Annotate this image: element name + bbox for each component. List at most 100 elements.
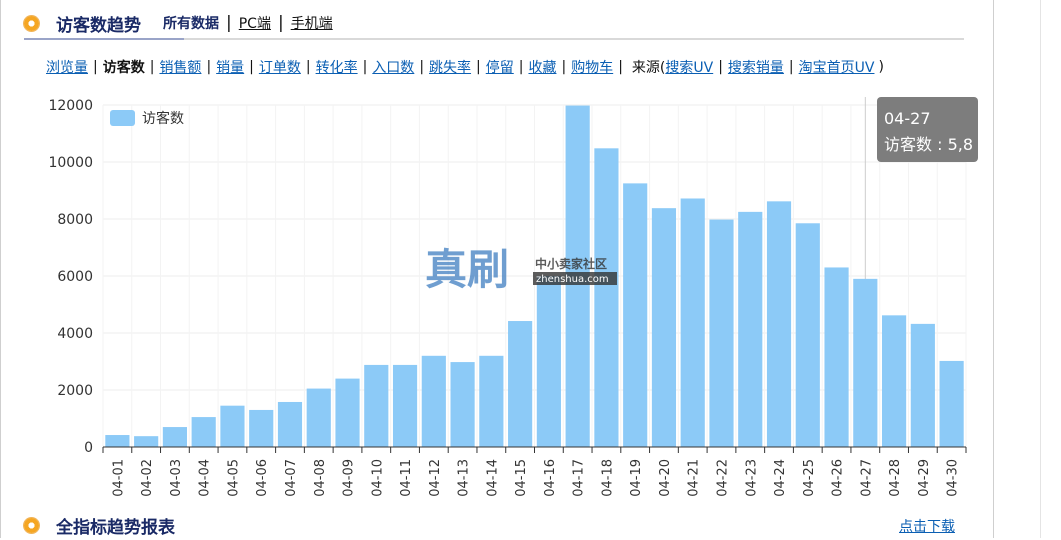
bar-04-21[interactable] (680, 198, 705, 447)
x-tick-label: 04-23 (744, 459, 759, 497)
orange-bullet-icon (24, 15, 39, 31)
metric-stay-time[interactable]: 停留 (485, 60, 514, 76)
bar-04-23[interactable] (738, 211, 763, 447)
bar-04-03[interactable] (162, 427, 187, 447)
x-tick-label: 04-11 (399, 459, 414, 497)
panel-frame (993, 0, 994, 538)
y-tick-label: 10000 (48, 155, 93, 171)
section-title: 访客数趋势 (56, 15, 141, 36)
bar-04-10[interactable] (364, 364, 389, 447)
bar-04-24[interactable] (766, 201, 792, 447)
chart-axes: 0 2000 4000 6000 8000 10000 12000 04-01 04-02 04-… (48, 98, 967, 497)
y-tick-label: 6000 (57, 269, 93, 285)
chart-legend[interactable]: 访客数 (110, 110, 184, 127)
bar-04-30[interactable] (939, 360, 964, 447)
source-label: 来源( (631, 60, 666, 76)
x-tick-label: 04-18 (600, 459, 615, 497)
x-tick-label: 04-08 (313, 459, 328, 497)
bar-04-27[interactable] (853, 278, 878, 447)
metric-entries[interactable]: 入口数 (372, 60, 415, 76)
tab-mobile[interactable]: 手机端 (290, 16, 333, 32)
x-tick-label: 04-01 (111, 459, 126, 497)
metric-pageviews[interactable]: 浏览量 (46, 60, 88, 76)
x-tick-label: 04-22 (715, 459, 730, 497)
source-close: ) (878, 59, 884, 75)
source-taobao-home-uv[interactable]: 淘宝首页UV (798, 60, 875, 76)
legend-label: 访客数 (142, 110, 184, 127)
x-tick-label: 04-17 (572, 459, 587, 497)
bar-04-07[interactable] (277, 401, 303, 447)
bar-04-15[interactable] (508, 321, 533, 447)
chart-tooltip: 04-27 访客数 : 5,8 (877, 97, 978, 162)
x-tick-label: 04-25 (802, 459, 817, 497)
bar-04-22[interactable] (709, 219, 734, 447)
x-tick-label: 04-28 (888, 459, 903, 497)
bar-04-29[interactable] (910, 323, 935, 447)
bar-04-04[interactable] (191, 417, 216, 447)
x-tick-label: 04-06 (255, 459, 270, 497)
x-tick-label: 04-04 (198, 459, 213, 497)
bar-04-11[interactable] (392, 364, 418, 447)
metric-conversion-rate[interactable]: 转化率 (315, 60, 358, 76)
x-tick-label: 04-29 (917, 459, 932, 497)
tooltip-value: 访客数 : 5,8 (884, 135, 973, 154)
watermark-main: 真刷 (425, 245, 509, 294)
bar-04-02[interactable] (134, 436, 159, 447)
tab-pc[interactable]: PC端 (238, 16, 271, 32)
tooltip-box (877, 97, 978, 162)
bar-04-25[interactable] (795, 223, 820, 447)
bar-04-20[interactable] (651, 208, 677, 447)
bar-04-14[interactable] (479, 355, 504, 447)
bar-04-16[interactable] (536, 276, 561, 447)
tooltip-date: 04-27 (884, 109, 931, 128)
metric-sales-amount[interactable]: 销售额 (159, 60, 202, 76)
x-tick-label: 04-02 (140, 459, 155, 497)
watermark: 真刷 中小卖家社区 zhenshua.com (425, 245, 617, 294)
x-tick-label: 04-20 (658, 459, 673, 497)
x-tick-label: 04-07 (284, 459, 299, 497)
metric-favorites[interactable]: 收藏 (528, 60, 557, 76)
bar-04-09[interactable] (335, 378, 360, 447)
x-tick-label: 04-12 (428, 459, 443, 497)
source-search-uv[interactable]: 搜索UV (665, 60, 714, 76)
bar-04-08[interactable] (306, 388, 331, 447)
source-search-sales[interactable]: 搜索销量 (727, 60, 784, 76)
watermark-domain: zhenshua.com (536, 274, 609, 285)
x-tick-label: 04-03 (169, 459, 184, 497)
metric-cart[interactable]: 购物车 (571, 60, 614, 76)
visitor-trend-chart: 真刷 中小卖家社区 zhenshua.com 0 2000 4000 6000 8000… (48, 97, 978, 497)
section-header: 访客数趋势 所有数据 | PC端 | 手机端 (24, 8, 333, 38)
metric-orders[interactable]: 订单数 (258, 60, 301, 76)
header-divider (24, 38, 964, 40)
bar-04-06[interactable] (249, 409, 274, 447)
x-tick-label: 04-19 (629, 459, 644, 497)
bar-04-18[interactable] (594, 148, 619, 447)
orange-bullet-icon (24, 517, 39, 533)
bar-04-26[interactable] (824, 267, 849, 447)
header-divider-accent (24, 38, 184, 40)
x-tick-label: 04-27 (859, 459, 874, 497)
tab-all-data[interactable]: 所有数据 (163, 16, 219, 32)
metric-sales-volume[interactable]: 销量 (216, 60, 245, 76)
y-tick-label: 12000 (48, 98, 93, 114)
bar-04-13[interactable] (450, 362, 475, 447)
x-tick-label: 04-13 (457, 459, 472, 497)
x-tick-label: 04-05 (226, 459, 241, 497)
bar-04-28[interactable] (882, 315, 907, 447)
report-section-header: 全指标趋势报表 (24, 510, 175, 540)
watermark-domain-box (533, 272, 617, 285)
metric-selector: 浏览量 | 访客数 | 销售额 | 销量 | 订单数 | 转化率 | 入口数 |… (46, 59, 884, 76)
y-tick-label: 4000 (57, 326, 93, 342)
x-tick-label: 04-30 (946, 459, 961, 497)
metric-visitors[interactable]: 访客数 (102, 60, 145, 76)
bar-04-12[interactable] (421, 355, 446, 447)
download-link[interactable]: 点击下载 (899, 519, 955, 535)
bar-04-05[interactable] (220, 405, 245, 447)
x-tick-label: 04-15 (514, 459, 529, 497)
report-section-title: 全指标趋势报表 (56, 517, 175, 538)
metric-bounce-rate[interactable]: 跳失率 (429, 60, 472, 76)
bar-04-01[interactable] (105, 435, 130, 447)
bar-04-19[interactable] (623, 183, 648, 447)
x-tick-label: 04-21 (687, 459, 702, 497)
watermark-sub: 中小卖家社区 (535, 256, 607, 271)
